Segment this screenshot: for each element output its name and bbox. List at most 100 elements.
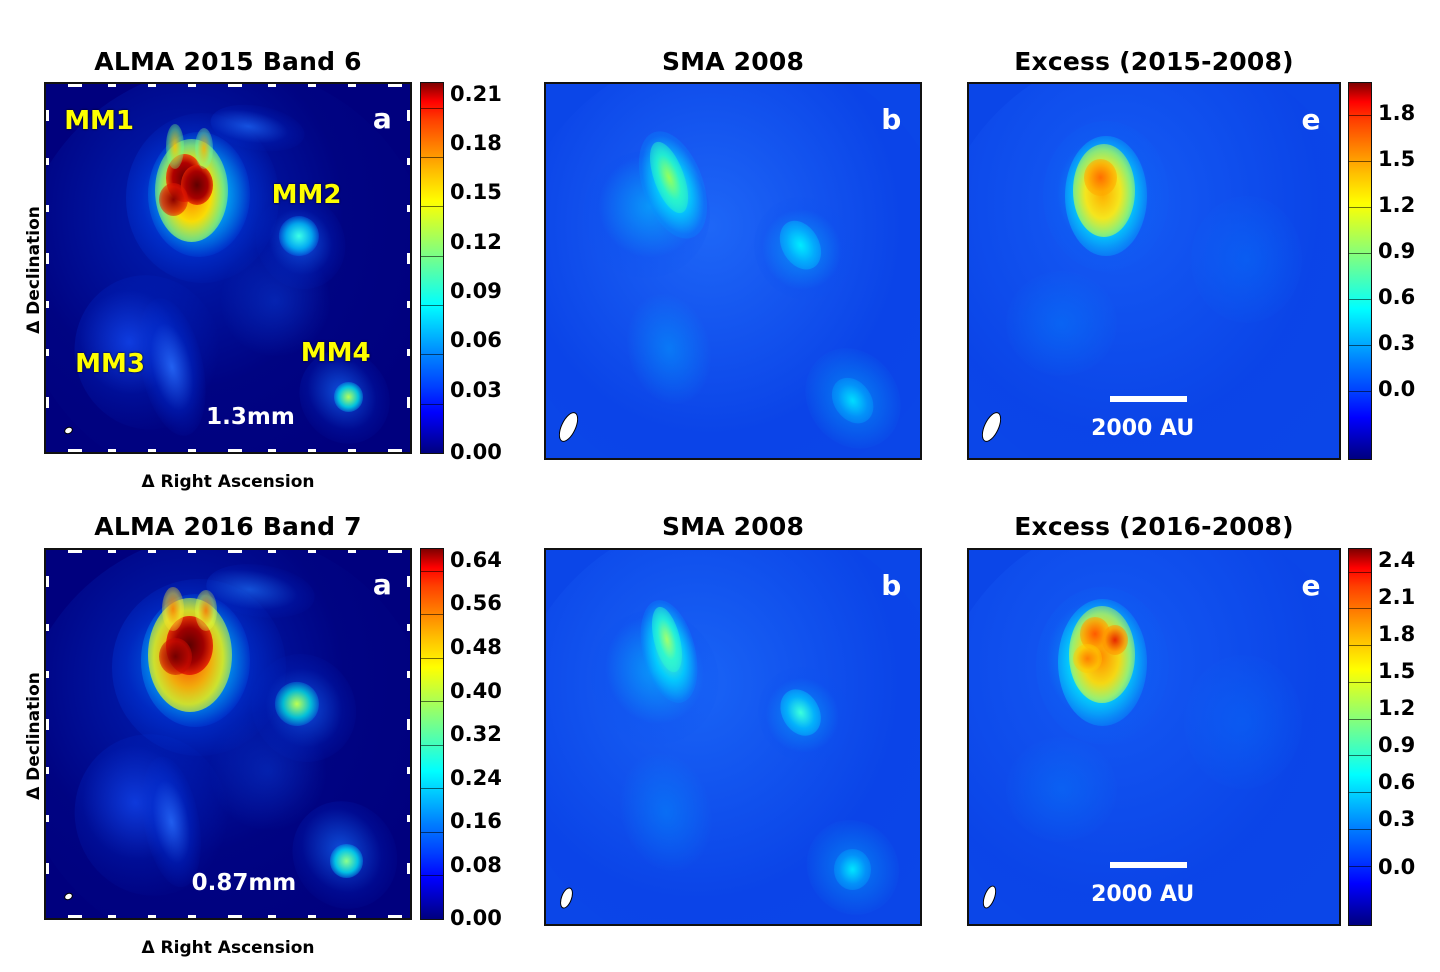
panel-title-excess-2015: Excess (2015-2008) <box>1014 47 1294 76</box>
colorbar-tick-032: 0.32 <box>450 722 502 746</box>
image-layer-sma-top <box>546 84 920 458</box>
colorbar-tick-18: 1.8 <box>1378 622 1416 646</box>
colorbar-tick-09: 0.9 <box>1378 239 1416 263</box>
colorbar-tick-06: 0.6 <box>1378 770 1416 794</box>
source-label-mm3: MM3 <box>75 348 145 379</box>
tick-left <box>46 623 49 631</box>
tick-top <box>187 550 196 553</box>
colorbar-tick-03: 0.3 <box>1378 807 1416 831</box>
tick-top <box>348 84 357 87</box>
panel-title-sma-2008-top: SMA 2008 <box>661 47 805 76</box>
colorbar-tick-003: 0.03 <box>450 378 502 402</box>
tick-right <box>407 348 410 356</box>
map-sma-2008-top[interactable]: b <box>544 82 922 460</box>
colorbar-tick-18: 1.8 <box>1378 101 1416 125</box>
colorbar-tick-015: 0.15 <box>450 180 502 204</box>
image-layer-alma-2016 <box>46 550 410 918</box>
tick-right <box>407 575 410 587</box>
colorbar-tick-021: 0.21 <box>450 82 502 106</box>
tick-right <box>407 301 410 309</box>
tick-right <box>407 205 410 213</box>
image-layer-excess-top <box>969 84 1339 458</box>
colorbar-tick-040: 0.40 <box>450 679 502 703</box>
tick-left <box>46 396 49 408</box>
tick-top <box>107 84 116 87</box>
tick-right <box>407 814 410 822</box>
tick-bottom <box>348 915 357 918</box>
tick-top <box>107 550 116 553</box>
colorbar-tick-09: 0.9 <box>1378 733 1416 757</box>
tick-right <box>407 109 410 121</box>
colorbar-tick-000: 0.00 <box>450 440 502 464</box>
colorbar-tick-024: 0.24 <box>450 766 502 790</box>
source-label-mm4: MM4 <box>300 337 371 368</box>
tick-left <box>46 862 49 874</box>
tick-top <box>67 550 82 553</box>
colorbar-tick-000: 0.00 <box>450 906 502 930</box>
map-sma-2008-bottom[interactable]: b <box>544 548 922 926</box>
panel-letter-b: b <box>881 102 902 136</box>
tick-bottom <box>308 449 317 452</box>
tick-top <box>388 84 403 87</box>
colorbar-tick-24: 2.4 <box>1378 548 1416 572</box>
tick-right <box>407 862 410 874</box>
image-layer-sma-bottom <box>546 550 920 924</box>
tick-top <box>187 84 196 87</box>
map-alma-2015-band-6[interactable]: MM1 MM2 MM3 MM4 a 1.3mm <box>44 82 412 454</box>
tick-bottom <box>187 449 196 452</box>
colorbar-excess-2016 <box>1348 548 1372 926</box>
colorbar-tick-056: 0.56 <box>450 591 502 615</box>
tick-top <box>268 84 277 87</box>
colorbar-alma-2015 <box>420 82 444 454</box>
tick-right <box>407 623 410 631</box>
tick-bottom <box>228 915 242 918</box>
tick-bottom <box>147 449 156 452</box>
tick-top <box>147 550 156 553</box>
tick-left <box>46 814 49 822</box>
colorbar-tick-03: 0.3 <box>1378 331 1416 355</box>
tick-left <box>46 719 49 731</box>
map-alma-2016-band-7[interactable]: a 0.87mm <box>44 548 412 920</box>
tick-left <box>46 671 49 679</box>
map-excess-2016-2008[interactable]: e 2000 AU <box>967 548 1341 926</box>
tick-bottom <box>228 449 242 452</box>
colorbar-tick-15: 1.5 <box>1378 147 1416 171</box>
yaxis-label-alma-2016: Δ Declination <box>24 672 44 800</box>
tick-right <box>407 767 410 775</box>
wavelength-label-087mm: 0.87mm <box>191 870 297 897</box>
tick-bottom <box>388 449 403 452</box>
colorbar-tick-064: 0.64 <box>450 548 502 572</box>
colorbar-tick-016: 0.16 <box>450 809 502 833</box>
tick-bottom <box>268 915 277 918</box>
scalebar-label: 2000 AU <box>1091 416 1195 442</box>
tick-bottom <box>107 915 116 918</box>
colorbar-tick-21: 2.1 <box>1378 585 1416 609</box>
colorbar-tick-012: 0.12 <box>450 230 502 254</box>
tick-right <box>407 253 410 265</box>
tick-top <box>228 84 242 87</box>
tick-top <box>348 550 357 553</box>
tick-right <box>407 671 410 679</box>
map-excess-2015-2008[interactable]: e 2000 AU <box>967 82 1341 460</box>
panel-title-excess-2016: Excess (2016-2008) <box>1014 512 1294 541</box>
panel-letter-e: e <box>1301 568 1321 602</box>
panel-title-alma-2015: ALMA 2015 Band 6 <box>94 47 362 76</box>
colorbar-tick-009: 0.09 <box>450 279 502 303</box>
panel-letter-a: a <box>372 568 392 602</box>
colorbar-excess-2015 <box>1348 82 1372 460</box>
tick-left <box>46 767 49 775</box>
tick-bottom <box>388 915 403 918</box>
tick-top <box>268 550 277 553</box>
tick-right <box>407 157 410 165</box>
colorbar-alma-2016 <box>420 548 444 920</box>
colorbar-tick-06: 0.6 <box>1378 285 1416 309</box>
tick-top <box>147 84 156 87</box>
image-layer-alma-2015 <box>46 84 410 452</box>
colorbar-tick-00: 0.0 <box>1378 855 1416 879</box>
tick-left <box>46 253 49 265</box>
tick-left <box>46 575 49 587</box>
tick-bottom <box>187 915 196 918</box>
colorbar-tick-12: 1.2 <box>1378 193 1416 217</box>
panel-letter-a: a <box>372 102 392 136</box>
